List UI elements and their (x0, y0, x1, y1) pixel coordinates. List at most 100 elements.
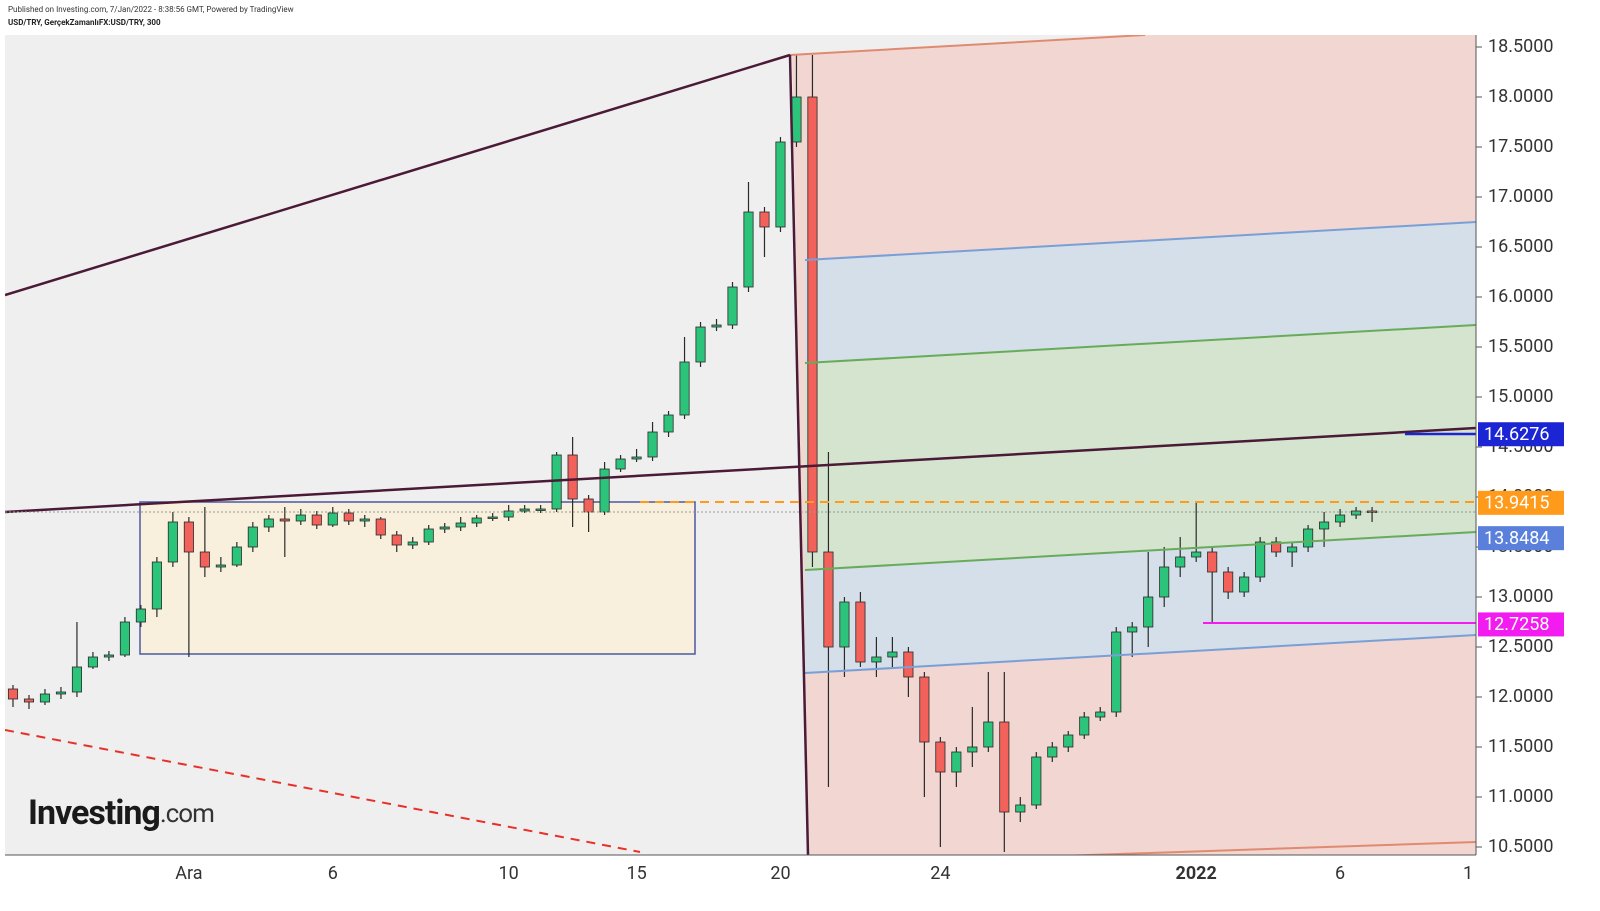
y-tick-label: 11.0000 (1488, 786, 1553, 807)
candle-body (919, 676, 930, 743)
candle-body (807, 96, 818, 553)
candle-body (119, 621, 130, 656)
candle-body (1175, 556, 1186, 568)
x-tick-label: 2022 (1176, 863, 1217, 884)
candle-body (327, 512, 338, 526)
candle-body (279, 518, 290, 522)
candle-body (679, 361, 690, 416)
candle-body (167, 521, 178, 563)
candle-body (727, 286, 738, 326)
candle-body (391, 534, 402, 546)
y-tick-label: 11.5000 (1488, 736, 1553, 757)
candle-body (615, 458, 626, 470)
candle-body (1111, 631, 1122, 713)
range-box (139, 501, 696, 655)
candle-body (199, 551, 210, 568)
x-tick-label: 6 (1335, 863, 1345, 884)
candle-body (839, 601, 850, 648)
candle-body (39, 693, 51, 703)
candle-body (967, 746, 978, 753)
candle-body (1047, 746, 1058, 758)
published-note: Published on Investing.com, 7/Jan/2022 -… (8, 5, 294, 14)
candle-body (439, 526, 450, 530)
price-badge-label: 13.9415 (1484, 493, 1549, 514)
candle-body (983, 721, 994, 748)
y-tick-label: 15.5000 (1488, 336, 1553, 357)
candle-body (1223, 571, 1234, 593)
candle-body (999, 721, 1010, 813)
y-tick-label: 18.0000 (1488, 86, 1553, 107)
candle-body (231, 546, 242, 566)
drawings-front (5, 35, 1476, 855)
y-tick-label: 18.5000 (1488, 36, 1553, 57)
candle-body (7, 688, 19, 700)
pitchfork-line (804, 221, 1476, 261)
candle-body (295, 514, 306, 522)
price-badge (1478, 490, 1564, 515)
candle-body (1335, 514, 1346, 523)
candle-body (791, 96, 802, 143)
candle-body (1351, 510, 1362, 516)
trend-line (788, 54, 810, 855)
pitchfork-line (804, 324, 1476, 364)
candle-body (871, 656, 882, 663)
candle-body (375, 518, 386, 536)
candle-body (135, 608, 146, 623)
y-tick-label: 12.5000 (1488, 636, 1553, 657)
candle-body (535, 508, 546, 511)
candle-body (631, 456, 642, 460)
candle-body (855, 601, 866, 663)
candle-body (1319, 521, 1330, 530)
logo-brand: Investing (28, 793, 160, 833)
candle-body (215, 564, 226, 568)
candle-body (71, 666, 82, 693)
price-badge-label: 14.6276 (1484, 424, 1549, 445)
symbol: USD/TRY, GerçekZamanlıFX:USD/TRY, 300 (8, 18, 161, 27)
logo-suffix: .com (160, 799, 214, 829)
y-tick-label: 12.0000 (1488, 686, 1553, 707)
candle-body (1127, 626, 1138, 633)
candle-body (951, 751, 962, 773)
candle-body (1095, 711, 1106, 718)
candle-body (1287, 546, 1298, 553)
candle-body (903, 651, 914, 678)
y-tick-label: 17.0000 (1488, 186, 1553, 207)
trend-line (5, 53, 791, 297)
candle-body (1031, 756, 1042, 806)
candle-body (1079, 716, 1090, 736)
logo: Investing.com (28, 793, 214, 833)
axes: 10.5000 11.0000 11.5000 12.0000 12.5000 13.00… (175, 36, 1564, 884)
candle-body (743, 211, 754, 288)
x-tick-label: 15 (626, 863, 646, 884)
y-tick-label: 10.5000 (1488, 836, 1553, 857)
trend-line (5, 426, 1476, 514)
candle-body (695, 326, 706, 363)
candle-body (311, 514, 322, 526)
candle-body (407, 541, 418, 546)
candle-body (423, 528, 434, 543)
candle-body (487, 516, 498, 519)
candle-body (503, 510, 514, 518)
candle-body (599, 468, 610, 513)
x-tick-label: 1 (1463, 863, 1473, 884)
candle-body (935, 741, 946, 773)
price-badge-label: 12.7258 (1484, 614, 1549, 635)
y-tick-label: 15.0000 (1488, 386, 1553, 407)
candle-body (183, 521, 194, 553)
x-tick-label: 6 (328, 863, 338, 884)
x-tick-label: 20 (770, 863, 790, 884)
candle-body (647, 431, 658, 458)
candle-body (1143, 596, 1154, 628)
candle-body (711, 324, 722, 328)
candle-body (775, 141, 786, 228)
candle-body (663, 414, 674, 433)
price-badge (1478, 526, 1564, 551)
candle-body (55, 691, 66, 695)
pitchfork-line (804, 634, 1476, 674)
price-badge-label: 13.8484 (1484, 528, 1549, 549)
candle-body (1367, 510, 1378, 513)
candle-body (823, 551, 834, 648)
candle-body (87, 656, 98, 668)
price-badge (1478, 612, 1564, 637)
